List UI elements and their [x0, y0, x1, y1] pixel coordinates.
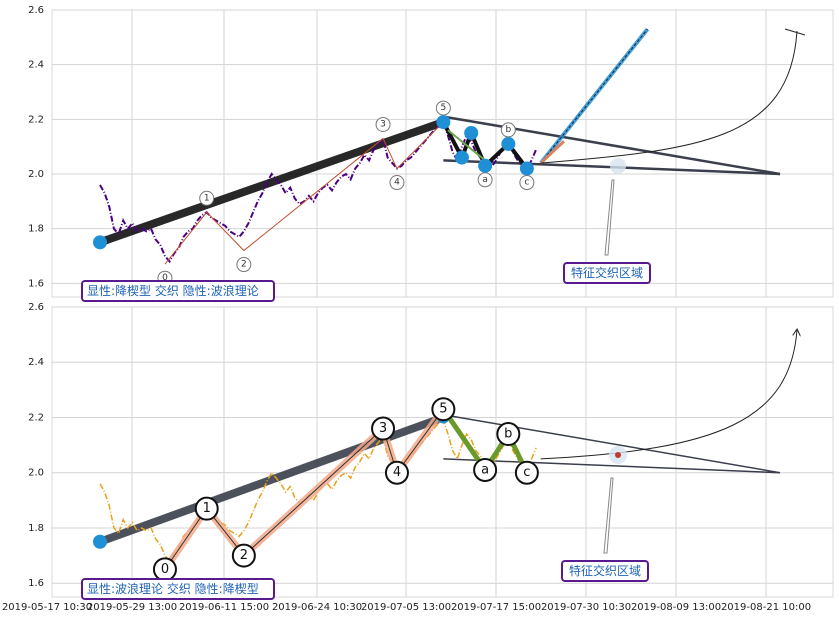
wave-label-b: b [504, 427, 512, 442]
wave-label-circle [496, 422, 521, 447]
target-cap [784, 28, 806, 36]
wave-label-4: 4 [393, 465, 401, 480]
bottom-annotation-box: 显性:波浪理论 交织 隐性:降楔型 [81, 578, 275, 600]
x-tick-label: 2019-07-17 15:00 [451, 602, 541, 613]
zone-pointer [603, 477, 614, 554]
wave-label-2: 2 [240, 548, 248, 563]
wave-label-circle [371, 416, 396, 441]
wave-label-circle [384, 460, 409, 485]
target-start-segment [539, 140, 566, 165]
wave-label-circle [199, 190, 215, 206]
y-tick-label: 2.2 [28, 114, 44, 125]
wave-label-circle [231, 543, 256, 568]
y-tick-label: 1.8 [28, 523, 44, 534]
wave-label-5: 5 [439, 402, 447, 417]
wedge-lower-line [443, 458, 781, 474]
wave-label-5: 5 [440, 103, 446, 113]
wave-label-0: 0 [162, 273, 168, 283]
top-annotation-text: 显性:降楔型 交织 隐性:波浪理论 [87, 283, 259, 298]
bottom-zone-label: 特征交织区域 [569, 563, 641, 578]
wave-line [164, 121, 444, 265]
target-line-inner [540, 28, 648, 164]
y-tick-label: 1.6 [28, 278, 44, 289]
impulse-wave-line [164, 408, 444, 570]
wave-label-circle [519, 175, 535, 191]
wave-label-3: 3 [379, 421, 387, 436]
wave-label-circle [500, 122, 516, 138]
wave-label-1: 1 [204, 193, 210, 203]
wave-label-c: c [523, 465, 530, 480]
zone-dot [615, 452, 621, 458]
wave-label-a: a [482, 175, 488, 185]
wave-label-circle [236, 257, 252, 273]
wedge-pivot-point [93, 235, 107, 250]
wedge-upper-line [443, 413, 781, 474]
corrective-wave-line [441, 407, 530, 474]
x-tick-label: 2019-07-30 10:30 [541, 602, 631, 613]
top-panel: 1.6 1.8 2.0 2.2 2.4 2.6 0 1 2 3 4 5 a b c 显性:降楔型 交织 隐… [28, 5, 834, 302]
bottom-plot-area [51, 306, 834, 598]
wave-label-circle [477, 172, 493, 188]
zone-highlight [610, 158, 626, 174]
start-point [93, 534, 107, 549]
wedge-pivot-point [436, 115, 451, 130]
wedge-upper-line [443, 115, 781, 176]
wave-label-a: a [481, 462, 489, 477]
bottom-y-axis: 1.6 1.8 2.0 2.2 2.4 2.6 [28, 302, 44, 589]
y-tick-label: 2.6 [28, 5, 44, 16]
y-tick-label: 1.6 [28, 578, 44, 589]
y-tick-label: 1.8 [28, 224, 44, 235]
wave-label-3: 3 [380, 119, 386, 129]
x-tick-label: 2019-07-05 13:00 [361, 602, 451, 613]
y-tick-label: 2.0 [28, 468, 44, 479]
wave-label-c: c [524, 178, 529, 188]
wedge-pivot-point [454, 150, 469, 165]
wave-label-2: 2 [241, 260, 247, 270]
wave-label-circle [435, 100, 451, 116]
wave-label-circle [514, 460, 539, 485]
top-zone-label: 特征交织区域 [571, 265, 643, 280]
y-tick-label: 2.4 [28, 60, 44, 71]
top-annotation-box: 显性:降楔型 交织 隐性:波浪理论 [81, 280, 275, 302]
top-plot-area [51, 9, 834, 298]
top-series: 0 1 2 3 4 5 a b c [93, 27, 806, 286]
wave-label-4: 4 [394, 178, 400, 188]
y-tick-label: 2.6 [28, 302, 44, 313]
wedge-pivot-point [478, 158, 493, 173]
wave-label-circle [389, 175, 405, 191]
wedge-pivot-point [519, 161, 534, 176]
wave-label-circle [194, 496, 219, 521]
wave-label-0: 0 [161, 562, 169, 577]
wave-label-circle [375, 116, 391, 132]
x-tick-label: 2019-08-21 10:00 [721, 602, 811, 613]
wedge-pivot-point [501, 136, 516, 151]
bottom-panel: 1.6 1.8 2.0 2.2 2.4 2.6 0 1 2 3 4 5 a b c 显性:波浪理论 交织 … [28, 302, 834, 600]
green-segment [447, 129, 486, 162]
wave-label-1: 1 [203, 501, 211, 516]
projection-curve [540, 30, 798, 164]
top-y-axis: 1.6 1.8 2.0 2.2 2.4 2.6 [28, 5, 44, 289]
wave-label-b: b [505, 125, 511, 135]
x-tick-label: 2019-05-17 10:30 [2, 602, 92, 613]
x-tick-label: 2019-05-29 13:00 [87, 602, 177, 613]
bottom-annotation-text: 显性:波浪理论 交织 隐性:降楔型 [87, 581, 259, 596]
wedge-pivot-point [464, 126, 479, 140]
y-tick-label: 2.4 [28, 357, 44, 368]
y-tick-label: 2.0 [28, 169, 44, 180]
bottom-zone-box: 特征交织区域 [561, 560, 649, 582]
projection-curve [540, 330, 797, 460]
top-zone-box: 特征交织区域 [563, 262, 651, 284]
top-grid [52, 9, 833, 297]
trend-line [96, 118, 448, 247]
bottom-series: 0 1 2 3 4 5 a b c [93, 330, 797, 582]
x-tick-label: 2019-06-11 15:00 [179, 602, 269, 613]
y-tick-label: 2.2 [28, 412, 44, 423]
x-tick-label: 2019-06-24 10:30 [272, 602, 362, 613]
wave-label-circle [473, 457, 498, 482]
wave-label-circle [431, 397, 456, 422]
zone-pointer [604, 179, 615, 256]
x-tick-label: 2019-08-09 13:00 [631, 602, 721, 613]
